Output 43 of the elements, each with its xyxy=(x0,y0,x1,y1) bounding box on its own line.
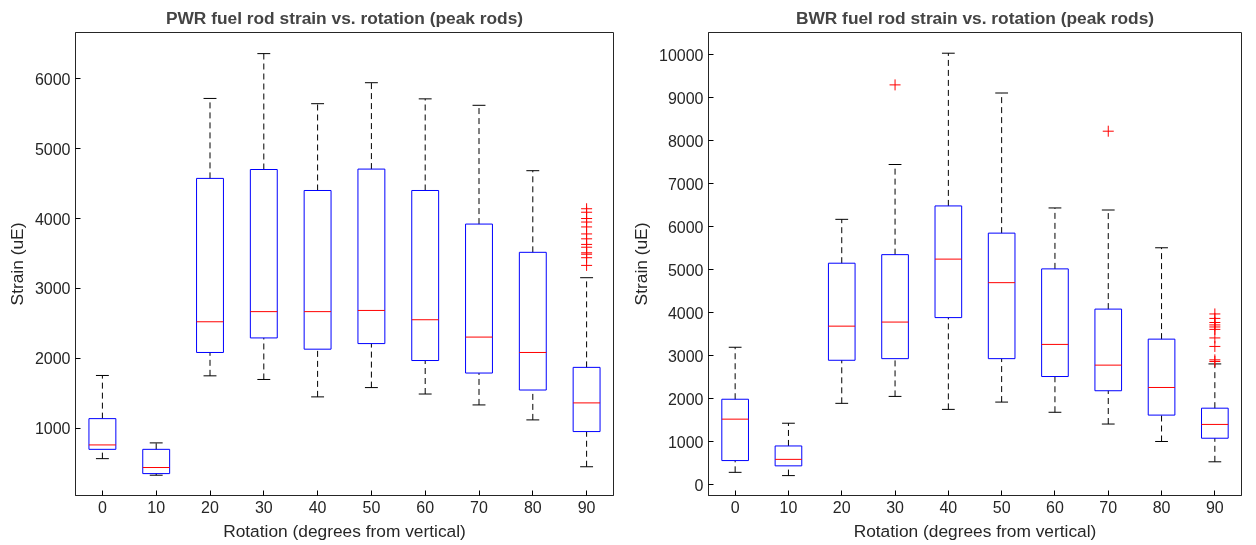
y-tick-label: 0 xyxy=(694,476,704,494)
x-tick-label: 60 xyxy=(416,498,435,516)
y-tick-label: 2000 xyxy=(667,390,704,408)
y-tick-label: 3000 xyxy=(34,280,71,298)
y-axis-title: Strain (uE) xyxy=(6,222,27,306)
x-tick-label: 70 xyxy=(1099,498,1118,516)
x-tick-label: 50 xyxy=(992,498,1011,516)
y-tick-label: 4000 xyxy=(34,210,71,228)
x-tick-label: 90 xyxy=(577,498,596,516)
y-tick-label: 6000 xyxy=(34,70,71,88)
x-axis-title: Rotation (degrees from vertical) xyxy=(853,520,1097,541)
x-tick-label: 30 xyxy=(254,498,273,516)
y-tick-label: 1000 xyxy=(667,433,704,451)
y-tick-label: 6000 xyxy=(667,218,704,236)
x-tick-label: 80 xyxy=(1152,498,1171,516)
x-tick-label: 90 xyxy=(1205,498,1224,516)
y-tick-label: 1000 xyxy=(34,420,71,438)
x-axis-title: Rotation (degrees from vertical) xyxy=(223,520,466,541)
y-tick-label: 3000 xyxy=(667,347,704,365)
x-tick-label: 10 xyxy=(779,498,798,516)
x-tick-label: 70 xyxy=(470,498,488,516)
x-tick-label: 20 xyxy=(832,498,851,516)
y-tick-label: 5000 xyxy=(34,140,71,158)
y-axis-title: Strain (uE) xyxy=(631,222,652,306)
y-tick-label: 7000 xyxy=(667,175,704,193)
x-tick-label: 0 xyxy=(97,498,107,516)
y-tick-label: 8000 xyxy=(667,132,704,150)
x-tick-label: 80 xyxy=(523,498,542,516)
y-tick-label: 5000 xyxy=(667,261,704,279)
y-tick-label: 9000 xyxy=(667,89,704,107)
y-tick-label: 4000 xyxy=(667,304,704,322)
x-tick-label: 30 xyxy=(886,498,905,516)
x-tick-label: 0 xyxy=(730,498,740,516)
x-tick-label: 40 xyxy=(939,498,958,516)
chart-title: BWR fuel rod strain vs. rotation (peak rods) xyxy=(795,7,1155,28)
x-tick-label: 60 xyxy=(1046,498,1064,516)
x-tick-label: 40 xyxy=(308,498,327,516)
x-tick-label: 20 xyxy=(201,498,219,516)
x-tick-label: 50 xyxy=(362,498,381,516)
chart-title: PWR fuel rod strain vs. rotation (peak rods) xyxy=(165,7,524,28)
y-tick-label: 10000 xyxy=(659,46,704,64)
x-tick-label: 10 xyxy=(147,498,166,516)
y-tick-label: 2000 xyxy=(34,350,71,368)
